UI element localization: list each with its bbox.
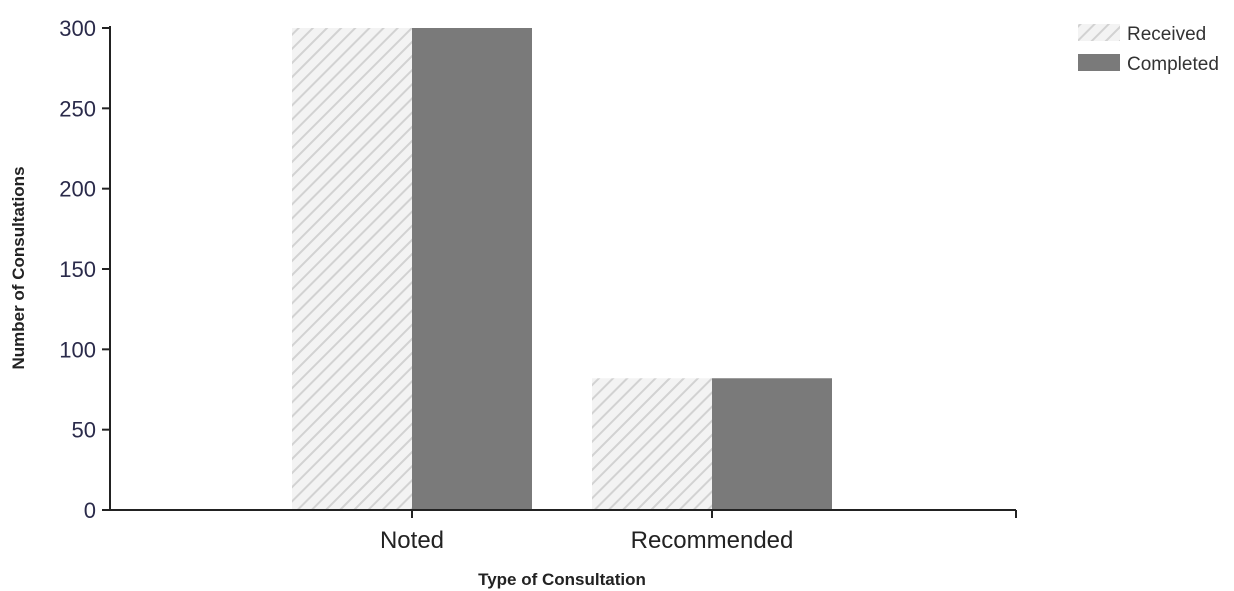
- legend-label-completed: Completed: [1127, 54, 1219, 75]
- legend-swatch-completed: [1078, 54, 1120, 71]
- x-labels-group: Noted Recommended: [380, 510, 793, 554]
- y-tick-label: 300: [59, 16, 96, 41]
- y-tick-label: 50: [72, 418, 96, 443]
- x-axis-title: Type of Consultation: [478, 570, 646, 589]
- y-tick-label: 0: [84, 498, 96, 523]
- y-tick-label: 250: [59, 96, 96, 121]
- bar-received-noted: [292, 28, 412, 510]
- legend: Received Completed: [1078, 24, 1219, 75]
- legend-swatch-received: [1078, 24, 1120, 41]
- bar-completed-recommended: [712, 378, 832, 510]
- bars-group: [292, 28, 832, 510]
- y-tick-label: 150: [59, 257, 96, 282]
- y-tick-label: 200: [59, 177, 96, 202]
- legend-label-received: Received: [1127, 24, 1206, 45]
- y-axis-title: Number of Consultations: [9, 166, 28, 369]
- bar-received-recommended: [592, 378, 712, 510]
- x-category-label: Recommended: [631, 527, 794, 554]
- y-tick-label: 100: [59, 337, 96, 362]
- x-category-label: Noted: [380, 527, 444, 554]
- bar-completed-noted: [412, 28, 532, 510]
- y-ticks-group: 0 50 100 150 200 250 300: [59, 16, 110, 523]
